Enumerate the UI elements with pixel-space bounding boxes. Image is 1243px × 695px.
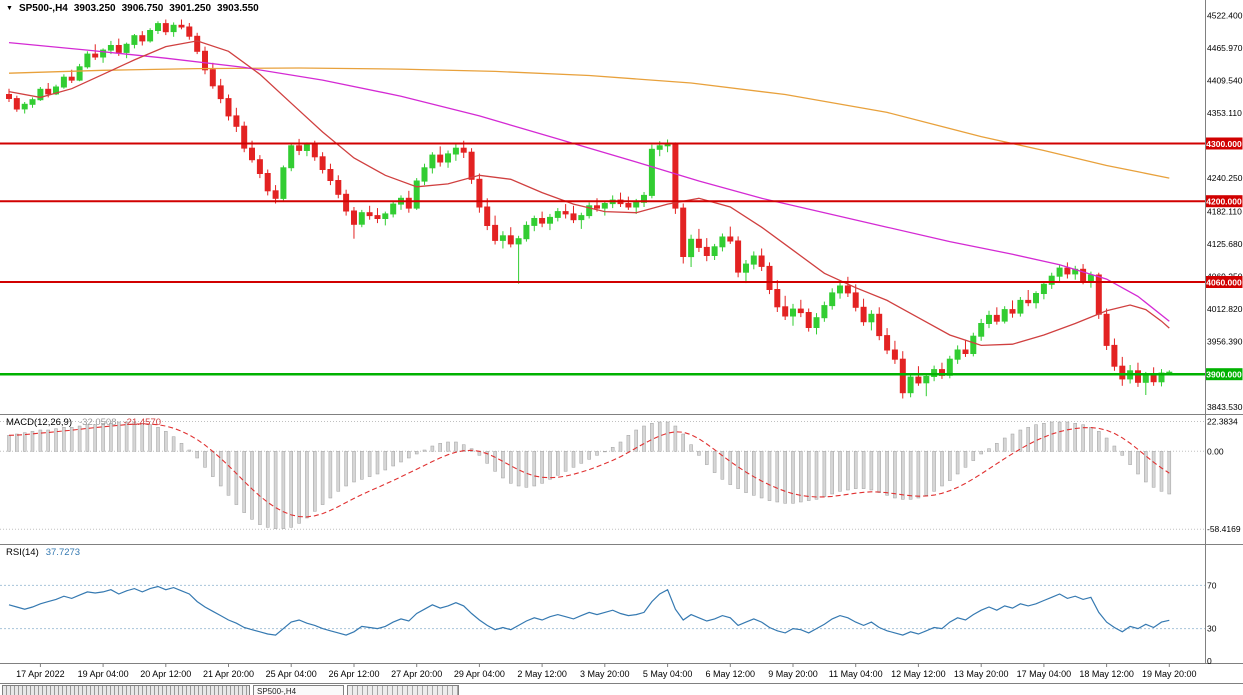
svg-text:0.00: 0.00 bbox=[1207, 446, 1224, 456]
svg-text:4182.110: 4182.110 bbox=[1207, 207, 1242, 217]
svg-text:3 May 20:00: 3 May 20:00 bbox=[580, 669, 630, 679]
svg-text:4200.000: 4200.000 bbox=[1206, 197, 1242, 207]
svg-text:3900.000: 3900.000 bbox=[1206, 370, 1242, 380]
svg-text:18 May 12:00: 18 May 12:00 bbox=[1079, 669, 1134, 679]
horizontal-lines[interactable]: 4300.000 4200.000 4060.000 3900.000 bbox=[0, 137, 1243, 381]
svg-text:12 May 12:00: 12 May 12:00 bbox=[891, 669, 946, 679]
candlesticks bbox=[6, 19, 1173, 399]
ma-line-red bbox=[8, 40, 1170, 347]
svg-text:13 May 20:00: 13 May 20:00 bbox=[954, 669, 1009, 679]
symbol-period-label: SP500-,H4 bbox=[18, 3, 68, 14]
ohlc-open: 3903.250 bbox=[73, 3, 116, 14]
svg-text:25 Apr 04:00: 25 Apr 04:00 bbox=[266, 669, 317, 679]
svg-text:4353.110: 4353.110 bbox=[1207, 108, 1242, 118]
chart-title: ▼ SP500-,H4 3903.250 3906.750 3901.250 3… bbox=[6, 3, 259, 14]
macd-panel[interactable]: 22.3834 0.00 -58.4169 bbox=[0, 417, 1241, 535]
svg-text:-58.4169: -58.4169 bbox=[1207, 524, 1241, 534]
svg-text:5 May 04:00: 5 May 04:00 bbox=[643, 669, 693, 679]
svg-text:3843.530: 3843.530 bbox=[1207, 402, 1243, 412]
svg-text:4012.820: 4012.820 bbox=[1207, 304, 1243, 314]
svg-text:11 May 04:00: 11 May 04:00 bbox=[829, 669, 883, 679]
ma-line-orange bbox=[8, 67, 1170, 179]
rsi-name: RSI(14) bbox=[6, 547, 39, 558]
rsi-value: 37.7273 bbox=[45, 547, 81, 558]
svg-text:21 Apr 20:00: 21 Apr 20:00 bbox=[203, 669, 254, 679]
svg-text:17 Apr 2022: 17 Apr 2022 bbox=[16, 669, 65, 679]
macd-name: MACD(12,26,9) bbox=[6, 417, 72, 428]
svg-text:29 Apr 04:00: 29 Apr 04:00 bbox=[454, 669, 505, 679]
macd-signal-value: -21.4570 bbox=[123, 417, 162, 428]
svg-text:17 May 04:00: 17 May 04:00 bbox=[1017, 669, 1072, 679]
macd-main-value: -32.0508 bbox=[79, 417, 117, 428]
price-axis[interactable]: 4522.400 4465.970 4409.540 4353.110 4240.250… bbox=[1207, 10, 1243, 412]
panel-separators bbox=[0, 0, 1243, 664]
svg-text:20 Apr 12:00: 20 Apr 12:00 bbox=[140, 669, 191, 679]
svg-text:4522.400: 4522.400 bbox=[1207, 10, 1243, 20]
svg-text:4300.000: 4300.000 bbox=[1206, 139, 1242, 149]
svg-text:26 Apr 12:00: 26 Apr 12:00 bbox=[328, 669, 379, 679]
minimized-charts-bar: SP500-,H4 bbox=[0, 683, 1243, 695]
ma-line-magenta bbox=[8, 41, 1170, 322]
svg-text:4465.970: 4465.970 bbox=[1207, 43, 1243, 53]
svg-text:3956.390: 3956.390 bbox=[1207, 337, 1243, 347]
chart-tab-sp500-h4[interactable]: SP500-,H4 bbox=[253, 685, 344, 695]
svg-text:70: 70 bbox=[1207, 580, 1217, 590]
svg-text:4125.680: 4125.680 bbox=[1207, 239, 1243, 249]
ohlc-high: 3906.750 bbox=[121, 3, 164, 14]
svg-text:4240.250: 4240.250 bbox=[1207, 173, 1243, 183]
dropdown-arrow-icon[interactable]: ▼ bbox=[6, 4, 13, 12]
rsi-panel[interactable]: 70 30 0 bbox=[0, 580, 1217, 666]
ohlc-close: 3903.550 bbox=[217, 3, 259, 14]
svg-text:19 May 20:00: 19 May 20:00 bbox=[1142, 669, 1197, 679]
svg-text:0: 0 bbox=[1207, 656, 1212, 666]
time-axis[interactable]: 17 Apr 2022 19 Apr 04:00 20 Apr 12:00 21 Ap… bbox=[16, 663, 1197, 680]
macd-indicator-label: MACD(12,26,9) -32.0508 -21.4570 bbox=[6, 417, 161, 428]
svg-text:6 May 12:00: 6 May 12:00 bbox=[706, 669, 756, 679]
svg-text:30: 30 bbox=[1207, 624, 1217, 634]
svg-text:22.3834: 22.3834 bbox=[1207, 417, 1238, 427]
rsi-indicator-label: RSI(14) 37.7273 bbox=[6, 547, 80, 558]
minimized-chart-tabs-cluster[interactable] bbox=[2, 685, 250, 695]
svg-text:9 May 20:00: 9 May 20:00 bbox=[768, 669, 818, 679]
ohlc-low: 3901.250 bbox=[169, 3, 212, 14]
svg-text:19 Apr 04:00: 19 Apr 04:00 bbox=[78, 669, 129, 679]
svg-text:4409.540: 4409.540 bbox=[1207, 75, 1243, 85]
svg-text:2 May 12:00: 2 May 12:00 bbox=[517, 669, 567, 679]
minimized-chart-tab[interactable] bbox=[347, 685, 459, 695]
svg-text:4060.000: 4060.000 bbox=[1206, 278, 1242, 288]
svg-text:27 Apr 20:00: 27 Apr 20:00 bbox=[391, 669, 442, 679]
